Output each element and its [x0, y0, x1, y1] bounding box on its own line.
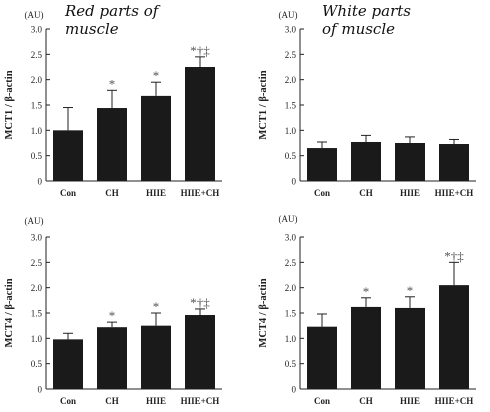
unit-label: (AU)	[279, 10, 298, 20]
y-tick-label: 2.5	[285, 50, 297, 60]
significance-mark: *	[153, 68, 160, 83]
y-tick-label: 1.0	[31, 126, 43, 136]
bar-ch	[351, 141, 381, 181]
chart-panel-4: 0 0.5 1.0 1.5 2.0 2.5 3.0 (AU) MCT4 / β-actin Con…	[258, 214, 476, 406]
y-tick-label: 3.0	[31, 25, 43, 35]
significance-mark: *	[153, 299, 160, 314]
category-label: HIIE+CH	[181, 188, 220, 198]
unit-label: (AU)	[25, 10, 44, 20]
y-tick-label: 1.0	[285, 334, 297, 344]
panel-title: White parts of muscle	[322, 2, 411, 38]
y-tick-label: 0.5	[285, 151, 297, 161]
chart-panel-3: 0 0.5 1.0 1.5 2.0 2.5 3.0 (AU) MCT4 / β-actin Con…	[4, 216, 222, 406]
y-tick-label: 0.5	[31, 359, 43, 369]
bar-hiie	[395, 307, 425, 389]
significance-mark: *†‡	[190, 43, 210, 58]
category-label: HIIE+CH	[181, 396, 220, 406]
bar-con	[53, 130, 83, 181]
bar-ch	[351, 306, 381, 389]
y-tick-label: 2.0	[285, 75, 297, 85]
y-tick-label: 1.5	[31, 101, 43, 111]
y-tick-label: 2.5	[285, 258, 297, 268]
y-tick-label: 2.0	[31, 283, 43, 293]
category-label: Con	[314, 396, 330, 406]
y-tick-label: 1.5	[285, 309, 297, 319]
y-tick-label: 0.5	[285, 359, 297, 369]
y-tick-label: 0	[292, 177, 297, 187]
significance-mark: *†‡	[190, 295, 210, 310]
category-label: HIIE	[146, 188, 166, 198]
bar-hiie-ch	[439, 144, 469, 181]
y-axis-label: MCT4 / β-actin	[258, 278, 269, 347]
bar-ch	[97, 108, 127, 181]
y-tick-label: 3.0	[285, 25, 297, 35]
bar-hiie	[395, 143, 425, 181]
category-label: CH	[105, 188, 119, 198]
bar-con	[53, 339, 83, 389]
y-tick-label: 1.5	[31, 309, 43, 319]
y-axis-label: MCT1 / β-actin	[4, 70, 15, 139]
bar-hiie-ch	[185, 67, 215, 181]
y-tick-label: 0	[38, 385, 43, 395]
y-tick-label: 0	[38, 177, 43, 187]
bar-ch	[97, 327, 127, 389]
y-tick-label: 2.0	[285, 283, 297, 293]
y-tick-label: 1.0	[31, 334, 43, 344]
y-tick-label: 1.5	[285, 101, 297, 111]
y-tick-label: 2.5	[31, 258, 43, 268]
bar-hiie-ch	[185, 315, 215, 389]
panel-title: Red parts of muscle	[65, 2, 159, 38]
y-tick-label: 2.0	[31, 75, 43, 85]
unit-label: (AU)	[25, 216, 44, 226]
category-label: HIIE	[146, 396, 166, 406]
category-label: HIIE+CH	[435, 188, 474, 198]
bar-con	[307, 326, 337, 389]
bar-hiie	[141, 325, 171, 389]
category-label: Con	[314, 188, 330, 198]
category-label: Con	[60, 396, 76, 406]
chart-panel-1: 0 0.5 1.0 1.5 2.0 2.5 3.0 (AU) MCT1 / β-actin Con…	[4, 10, 222, 198]
significance-mark: *	[363, 284, 370, 299]
y-tick-label: 3.0	[285, 233, 297, 243]
y-tick-label: 0.5	[31, 151, 43, 161]
y-tick-label: 1.0	[285, 126, 297, 136]
unit-label: (AU)	[279, 214, 298, 224]
category-label: HIIE+CH	[435, 396, 474, 406]
significance-mark: *	[109, 76, 116, 91]
category-label: HIIE	[400, 188, 420, 198]
category-label: CH	[105, 396, 119, 406]
bar-hiie-ch	[439, 285, 469, 389]
category-label: Con	[60, 188, 76, 198]
y-axis-label: MCT4 / β-actin	[4, 278, 15, 347]
y-axis-label: MCT1 / β-actin	[258, 70, 269, 139]
chart-panel-2: 0 0.5 1.0 1.5 2.0 2.5 3.0 (AU) MCT1 / β-actin Con…	[258, 10, 476, 198]
y-tick-label: 2.5	[31, 50, 43, 60]
y-tick-label: 0	[292, 385, 297, 395]
significance-mark: *†‡	[444, 248, 464, 263]
significance-mark: *	[109, 308, 116, 323]
category-label: HIIE	[400, 396, 420, 406]
bar-hiie	[141, 95, 171, 181]
category-label: CH	[359, 188, 373, 198]
bar-con	[307, 148, 337, 181]
category-label: CH	[359, 396, 373, 406]
significance-mark: *	[407, 283, 414, 298]
y-tick-label: 3.0	[31, 233, 43, 243]
